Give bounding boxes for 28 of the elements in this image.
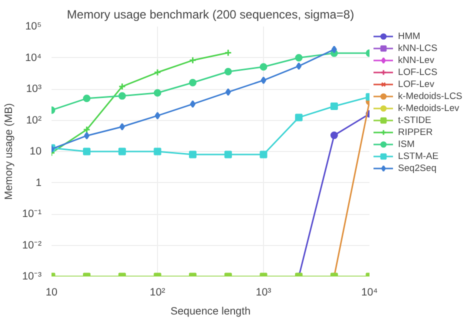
legend-label: LOF-Lev [398,78,434,90]
y-tick-label: 10³ [26,83,42,95]
y-tick-label: 1 [36,176,42,189]
y-tick-label: 10⁻¹ [22,208,42,220]
y-tick-label: 10 [30,146,42,158]
y-axis-title: Memory usage (MB) [3,103,16,200]
legend-label: t-STIDE [398,114,432,126]
legend-label: k-Medoids-Lev [398,102,460,114]
x-tick-label: 10² [150,286,166,298]
x-tick-label: 10 [46,286,58,298]
legend-label: Seq2Seq [398,162,436,174]
y-tick-label: 10⁻³ [22,270,42,282]
y-tick-label: 10⁴ [25,52,42,64]
legend-label: HMM [398,30,420,42]
x-axis-title: Sequence length [170,306,251,318]
legend-label: ISM [398,138,416,150]
legend-label: LOF-LCS [398,66,438,78]
legend-label: kNN-Lev [398,54,434,66]
y-tick-label: 10⁻² [22,239,42,252]
y-tick-label: 10² [26,114,42,126]
legend-label: LSTM-AE [398,150,438,162]
legend-label: k-Medoids-LCS [398,90,462,102]
x-tick-label: 10⁴ [361,286,378,298]
legend-label: kNN-LCS [398,42,438,54]
legend-label: RIPPER [398,126,433,138]
y-tick-label: 10⁵ [25,20,42,32]
chart-title: Memory usage benchmark (200 sequences, sigma=8) [66,8,354,22]
x-tick-label: 10³ [256,286,272,298]
